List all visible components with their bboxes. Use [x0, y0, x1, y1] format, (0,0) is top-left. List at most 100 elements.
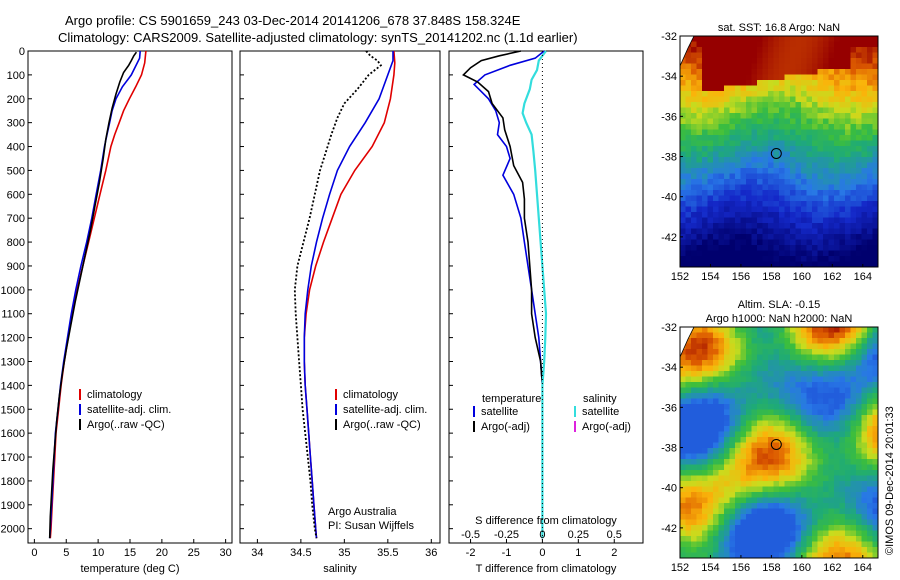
field-cell: [702, 387, 708, 394]
field-cell: [801, 256, 807, 262]
field-cell: [751, 162, 758, 169]
field-cell: [713, 69, 719, 75]
field-cell: [823, 245, 829, 251]
field-cell: [823, 431, 829, 438]
field-cell: [751, 464, 758, 471]
field-cell: [795, 481, 802, 487]
field-cell: [751, 338, 758, 344]
legend-header: temperature: [482, 393, 541, 405]
field-cell: [773, 547, 780, 553]
field-cell: [845, 36, 851, 42]
x-tick-label: -2: [466, 547, 476, 559]
field-cell: [762, 201, 769, 207]
field-cell: [696, 190, 703, 196]
field-cell: [746, 190, 752, 196]
y-tick-label: 800: [7, 237, 25, 249]
field-cell: [729, 503, 736, 509]
field-cell: [861, 102, 868, 108]
field-cell: [817, 162, 824, 169]
field-cell: [724, 492, 730, 498]
field-cell: [850, 536, 857, 542]
field-cell: [850, 52, 857, 59]
field-cell: [779, 118, 785, 125]
field-cell: [729, 409, 736, 416]
field-cell: [856, 492, 862, 498]
field-cell: [680, 157, 686, 163]
field-cell: [696, 470, 703, 476]
field-cell: [757, 481, 763, 487]
field-cell: [707, 437, 714, 443]
map-frame: [679, 326, 879, 559]
field-cell: [784, 459, 791, 465]
field-cell: [729, 69, 736, 75]
field-cell: [768, 168, 774, 174]
field-cell: [861, 190, 868, 196]
field-cell: [801, 239, 807, 246]
field-cell: [812, 261, 818, 268]
field-cell: [746, 393, 752, 399]
field-cell: [762, 102, 769, 108]
field-cell: [795, 332, 802, 339]
field-cell: [762, 168, 769, 174]
field-cell: [850, 234, 857, 240]
field-cell: [751, 393, 758, 399]
field-cell: [740, 190, 747, 196]
field-cell: [713, 206, 719, 213]
field-cell: [724, 190, 730, 196]
field-cell: [729, 530, 736, 537]
field-cell: [707, 80, 714, 86]
field-cell: [817, 338, 824, 344]
field-cell: [850, 190, 857, 196]
y-tick-label: 100: [7, 70, 25, 82]
field-cell: [845, 552, 851, 559]
field-cell: [729, 146, 736, 152]
field-cell: [757, 343, 763, 350]
field-cell: [729, 179, 736, 185]
field-cell: [839, 525, 846, 531]
field-cell: [691, 459, 697, 465]
field-cell: [856, 102, 862, 108]
field-cell: [779, 360, 785, 366]
field-cell: [746, 492, 752, 498]
field-cell: [718, 239, 725, 246]
field-cell: [779, 201, 785, 207]
field-cell: [768, 519, 774, 526]
field-cell: [762, 486, 769, 493]
x-tick-label: 1: [575, 547, 581, 559]
field-cell: [707, 338, 714, 344]
field-cell: [806, 157, 813, 163]
field-cell: [801, 107, 807, 114]
field-cell: [735, 80, 741, 86]
field-cell: [691, 201, 697, 207]
field-cell: [702, 365, 708, 372]
field-cell: [740, 497, 747, 504]
field-cell: [702, 151, 708, 158]
field-cell: [828, 503, 835, 509]
field-cell: [729, 124, 736, 130]
field-cell: [696, 80, 703, 86]
field-cell: [817, 486, 824, 493]
field-cell: [872, 250, 879, 257]
field-cell: [801, 173, 807, 180]
field-cell: [817, 376, 824, 383]
field-cell: [735, 58, 741, 64]
field-cell: [817, 58, 824, 64]
field-cell: [861, 162, 868, 169]
field-cell: [762, 74, 769, 81]
field-cell: [872, 437, 879, 443]
field-cell: [757, 453, 763, 460]
field-cell: [751, 453, 758, 460]
field-cell: [867, 393, 873, 399]
field-cell: [856, 256, 862, 262]
field-cell: [823, 409, 829, 416]
field-cell: [817, 179, 824, 185]
field-cell: [856, 486, 862, 493]
field-cell: [795, 201, 802, 207]
field-cell: [812, 124, 818, 130]
field-cell: [735, 190, 741, 196]
field-cell: [696, 102, 703, 108]
field-cell: [801, 552, 807, 559]
field-cell: [713, 261, 719, 268]
field-cell: [861, 464, 868, 471]
field-cell: [812, 387, 818, 394]
